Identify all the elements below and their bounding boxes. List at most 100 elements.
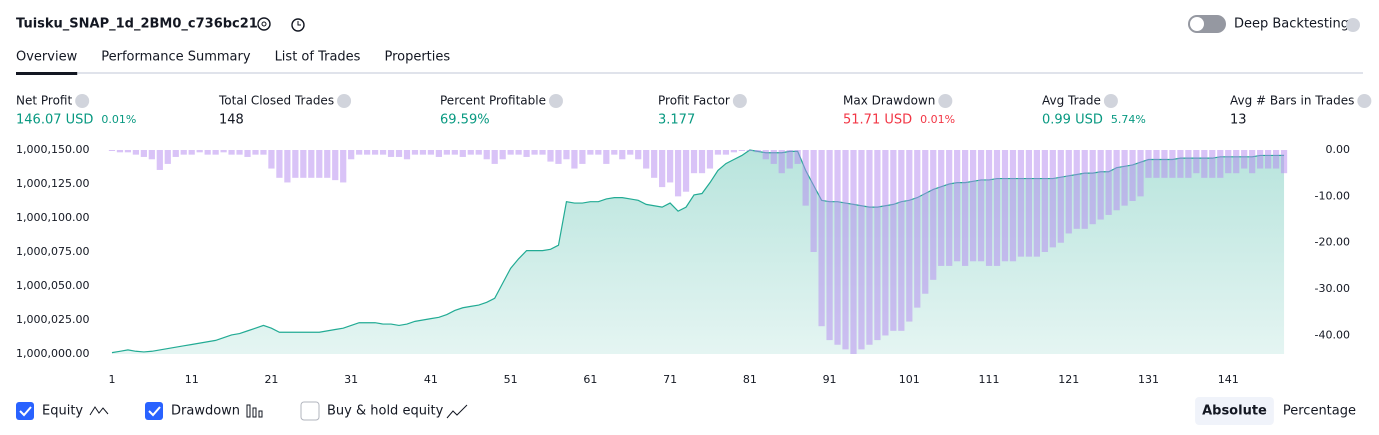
drawdown-bar [1089, 150, 1096, 225]
drawdown-bar [451, 150, 458, 155]
info-icon[interactable] [548, 94, 563, 108]
x-tick-label: 141 [1218, 373, 1239, 386]
info-icon[interactable] [75, 94, 90, 108]
drawdown-bar [1121, 150, 1128, 206]
drawdown-bar [810, 150, 817, 252]
drawdown-bar [523, 150, 530, 157]
drawdown-bar [276, 150, 283, 178]
y-tick-label: 1,000,075.00 [16, 245, 89, 258]
drawdown-bar [547, 150, 554, 162]
drawdown-bar [284, 150, 291, 183]
drawdown-bar [1057, 150, 1064, 243]
drawdown-bar [364, 150, 371, 155]
alert-icon[interactable] [291, 18, 305, 32]
y2-tick-label: 0.00 [1326, 143, 1351, 156]
drawdown-bar [1025, 150, 1033, 257]
strategy-title: Tuisku_SNAP_1d_2BM0_c736bc21 [16, 17, 258, 32]
x-tick-label: 81 [743, 373, 757, 386]
drawdown-bar [946, 150, 953, 266]
drawdown-bar [722, 150, 730, 155]
drawdown-bar [579, 150, 586, 164]
drawdown-bar [148, 150, 155, 160]
drawdown-bar [132, 150, 140, 155]
y-tick-label: 1,000,125.00 [16, 177, 89, 190]
drawdown-bar [802, 150, 809, 206]
legend-label: Equity [42, 404, 83, 419]
info-icon[interactable] [732, 94, 747, 108]
drawdown-bar [993, 150, 1001, 266]
drawdown-bar [395, 150, 403, 157]
info-icon[interactable] [337, 94, 352, 108]
drawdown-bar [108, 150, 116, 151]
check [19, 406, 32, 417]
drawdown-bar [515, 150, 522, 155]
legend-label: Buy & hold equity [327, 404, 444, 419]
y-tick-label: 1,000,050.00 [16, 279, 89, 292]
checkbox[interactable] [300, 401, 320, 421]
help-icon[interactable] [1346, 18, 1360, 32]
drawdown-bar [738, 150, 745, 151]
metric-sub: 5.74% [1111, 113, 1146, 126]
drawdown-bar [379, 150, 387, 155]
drawdown-bar [818, 150, 825, 327]
tab[interactable]: Properties [384, 50, 450, 65]
drawdown-bar [754, 150, 761, 153]
drawdown-bar [1217, 150, 1224, 178]
drawdown-bar [1272, 150, 1280, 169]
info-icon[interactable] [1357, 94, 1372, 108]
info-icon[interactable] [1103, 94, 1118, 108]
drawdown-bar [627, 150, 634, 155]
y2-tick-label: -20.00 [1315, 236, 1350, 249]
view-button[interactable] [1195, 397, 1274, 425]
metric-value: 3.177 [658, 113, 695, 128]
equity-icon [89, 406, 109, 416]
metric-label: Avg Trade [1042, 94, 1101, 108]
drawdown-bar [635, 150, 642, 160]
drawdown-bar [587, 150, 594, 155]
drawdown-bar [164, 150, 171, 164]
drawdown-bar [260, 150, 267, 155]
drawdown-bar [228, 150, 235, 155]
metric-value: 13 [1230, 113, 1247, 128]
settings-icon[interactable] [257, 17, 271, 31]
drawdown-bar [491, 150, 498, 164]
y-tick-label: 1,000,150.00 [16, 143, 89, 156]
tab[interactable]: Overview [16, 50, 78, 65]
metric-label: Total Closed Trades [218, 94, 334, 108]
drawdown-bar [188, 150, 195, 155]
drawdown-bar [914, 150, 921, 308]
drawdown-bar [1177, 150, 1184, 178]
checkbox[interactable] [145, 402, 163, 420]
drawdown-bar [459, 150, 466, 157]
metric-value: 0.99 USD [1042, 113, 1103, 128]
tab[interactable]: List of Trades [275, 50, 361, 65]
tab[interactable]: Performance Summary [101, 50, 251, 65]
drawdown-bar [539, 150, 546, 155]
drawdown-bar [483, 150, 490, 160]
checkbox[interactable] [16, 402, 34, 420]
metric-label: Avg # Bars in Trades [1230, 94, 1354, 108]
drawdown-bar [930, 150, 937, 280]
drawdown-bar [156, 150, 163, 170]
drawdown-bar [969, 150, 977, 262]
drawdown-bar [1193, 150, 1200, 174]
info-icon[interactable] [938, 94, 953, 108]
x-tick-label: 41 [424, 373, 438, 386]
drawdown-bar [292, 150, 299, 178]
drawdown-bar [411, 150, 419, 155]
equity-line [111, 149, 1285, 354]
drawdown-bar [762, 150, 769, 160]
y2-tick-label: -10.00 [1315, 189, 1350, 202]
drawdown-bar [507, 150, 514, 155]
drawdown-bar [962, 150, 969, 266]
drawdown-bar [467, 150, 474, 155]
drawdown-bar [1280, 150, 1288, 174]
drawdown-bar [619, 150, 626, 160]
metric-label: Profit Factor [658, 94, 730, 108]
drawdown-bar [1033, 150, 1040, 257]
drawdown-bar [1081, 150, 1088, 229]
drawdown-bar [427, 150, 435, 155]
drawdown-bar [603, 150, 610, 164]
x-tick-label: 111 [979, 373, 1000, 386]
